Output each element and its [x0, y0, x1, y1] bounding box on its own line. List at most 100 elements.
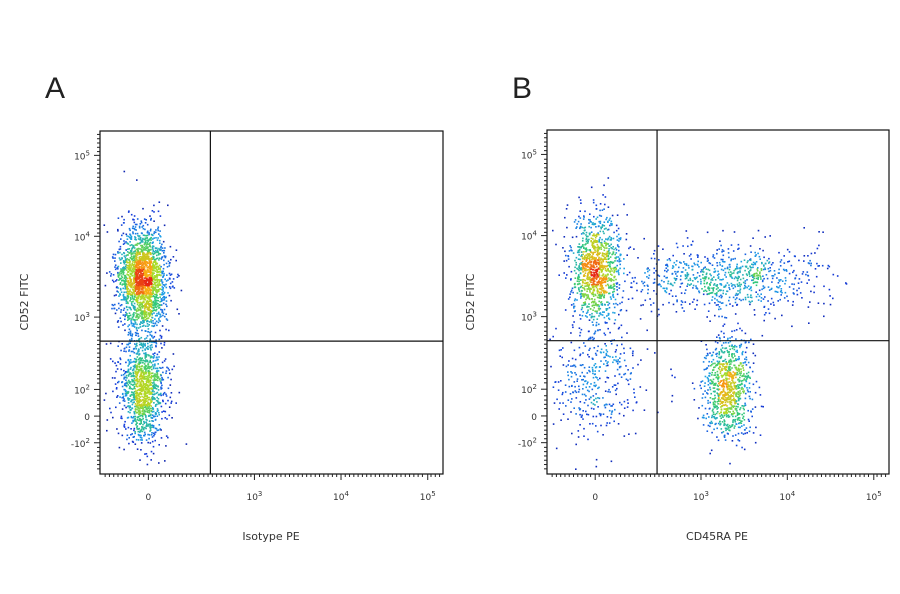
scatter-point [123, 378, 125, 380]
scatter-point [158, 304, 161, 307]
scatter-point [116, 267, 118, 269]
scatter-point [133, 266, 136, 269]
scatter-point [167, 292, 169, 294]
scatter-point [754, 281, 757, 284]
scatter-point [590, 292, 593, 295]
scatter-point [128, 362, 131, 364]
scatter-point [153, 250, 156, 253]
scatter-point [583, 296, 585, 298]
scatter-point [132, 232, 134, 235]
scatter-point [610, 267, 612, 270]
scatter-point [157, 228, 159, 230]
scatter-point [138, 343, 141, 346]
scatter-point [162, 394, 164, 396]
scatter-point [143, 297, 145, 299]
scatter-point [599, 242, 602, 244]
scatter-point [159, 239, 161, 242]
scatter-point [128, 318, 130, 320]
scatter-point [143, 312, 145, 315]
scatter-point [169, 262, 171, 264]
scatter-point [146, 354, 148, 356]
scatter-point [160, 299, 163, 301]
scatter-point [137, 363, 139, 365]
scatter-point [139, 262, 142, 264]
scatter-point [152, 250, 154, 252]
scatter-point [759, 272, 761, 275]
scatter-point [591, 256, 594, 259]
scatter-point [739, 288, 742, 290]
scatter-point [148, 380, 150, 382]
scatter-point [572, 291, 574, 294]
scatter-point [150, 310, 152, 313]
scatter-point [127, 392, 129, 394]
scatter-point [600, 288, 603, 290]
scatter-point [596, 276, 598, 279]
scatter-point [702, 273, 704, 276]
scatter-point [158, 273, 161, 276]
scatter-point [148, 321, 151, 323]
scatter-point [583, 229, 586, 232]
scatter-point [591, 285, 594, 287]
scatter-point [127, 379, 130, 382]
scatter-point [744, 284, 746, 287]
scatter-point [155, 345, 157, 348]
scatter-point [136, 426, 138, 429]
scatter-point [133, 278, 135, 281]
scatter-point [153, 325, 156, 327]
scatter-point [125, 311, 127, 314]
scatter-point [783, 269, 786, 272]
scatter-point [589, 254, 591, 256]
scatter-point [752, 281, 755, 284]
scatter-point [155, 251, 157, 254]
scatter-point [606, 216, 608, 219]
scatter-point [141, 405, 143, 407]
scatter-point [122, 270, 125, 273]
scatter-point [587, 339, 590, 341]
scatter-point [135, 406, 138, 408]
scatter-point [147, 374, 149, 377]
scatter-point [114, 280, 117, 282]
scatter-point [716, 274, 719, 276]
scatter-point [129, 296, 132, 299]
scatter-point [588, 271, 590, 274]
scatter-point [159, 313, 162, 316]
scatter-point [600, 303, 603, 306]
scatter-point [133, 395, 135, 397]
scatter-point [613, 271, 615, 274]
scatter-point [127, 261, 129, 264]
scatter-point [725, 284, 727, 287]
scatter-point [143, 246, 146, 249]
scatter-point [135, 348, 137, 350]
scatter-point [605, 227, 607, 230]
scatter-point [588, 261, 591, 264]
scatter-point [156, 370, 158, 372]
scatter-point [123, 240, 125, 242]
scatter-point [147, 269, 150, 271]
scatter-point [792, 271, 794, 274]
scatter-point [136, 314, 138, 316]
scatter-point [149, 373, 151, 375]
scatter-point [141, 439, 143, 441]
scatter-point [138, 316, 140, 319]
scatter-point [613, 266, 616, 269]
scatter-point [142, 380, 145, 383]
scatter-point [124, 297, 126, 300]
scatter-point [708, 283, 711, 285]
scatter-point [701, 270, 704, 273]
scatter-point [160, 405, 163, 408]
scatter-point [126, 261, 128, 264]
scatter-point [601, 238, 603, 241]
scatter-point [580, 202, 582, 204]
scatter-point [156, 376, 158, 378]
scatter-point [123, 369, 125, 372]
scatter-point [121, 417, 123, 420]
scatter-point [698, 290, 700, 292]
scatter-point [131, 403, 134, 406]
scatter-point [575, 272, 577, 275]
scatter-point [146, 384, 148, 386]
scatter-point [791, 283, 793, 285]
scatter-point [146, 252, 149, 254]
scatter-point [685, 230, 688, 232]
scatter-point [144, 399, 146, 402]
scatter-point [137, 277, 140, 279]
